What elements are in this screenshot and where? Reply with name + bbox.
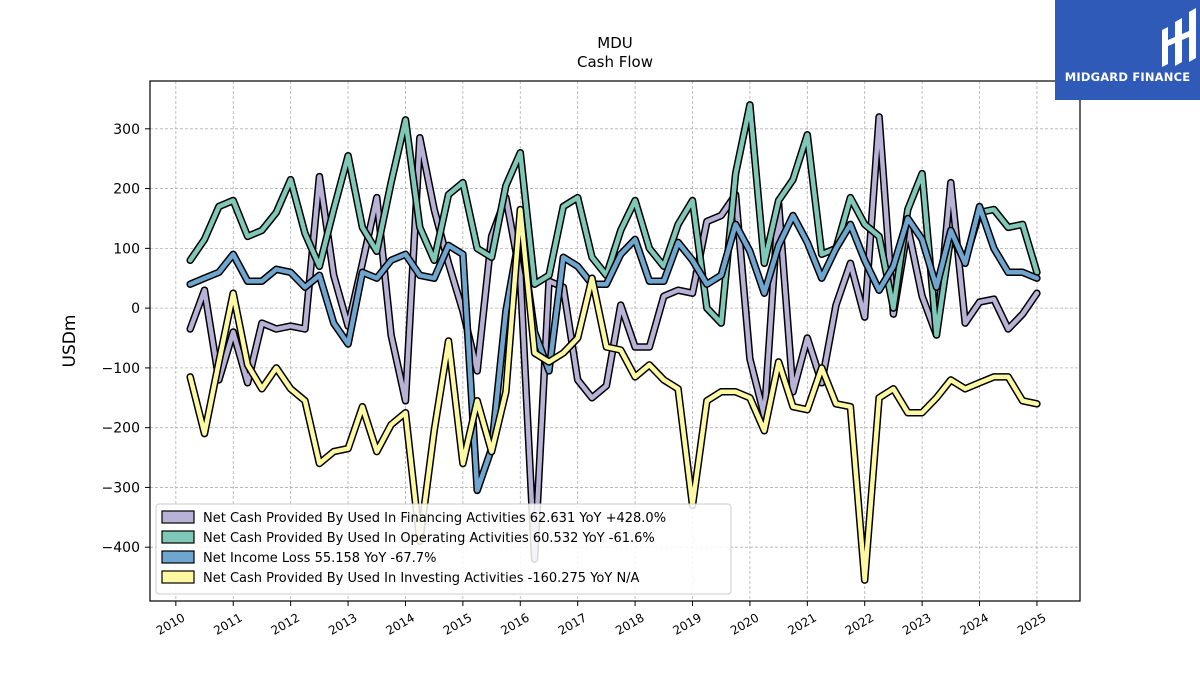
y-tick-label: −400: [102, 540, 140, 556]
series-line-2: [187, 204, 1040, 493]
series-line-3: [187, 207, 1040, 583]
legend: Net Cash Provided By Used In Financing A…: [155, 503, 732, 595]
y-tick-label: −100: [102, 361, 140, 377]
y-tick-label: 100: [113, 241, 140, 257]
series-line-1: [187, 102, 1040, 338]
y-tick-label: 200: [113, 182, 140, 198]
legend-entry-2: Net Income Loss 55.158 YoY -67.7%: [203, 551, 436, 566]
chart-subtitle: Cash Flow: [577, 53, 653, 71]
legend-box: [155, 503, 732, 595]
y-tick-label: −300: [102, 480, 140, 496]
chart-title: MDU: [597, 34, 632, 52]
brand-mark-icon: [1162, 8, 1196, 67]
y-tick-label: 0: [131, 301, 140, 317]
legend-swatch-3: [161, 570, 195, 584]
y-axis-label: USDm: [60, 315, 80, 368]
legend-swatch-2: [161, 550, 195, 564]
legend-entry-0: Net Cash Provided By Used In Financing A…: [203, 511, 666, 526]
brand-name: MIDGARD FINANCE: [1064, 70, 1191, 84]
series-layer: [186, 101, 1041, 584]
y-tick-label: −200: [102, 421, 140, 437]
legend-entry-3: Net Cash Provided By Used In Investing A…: [203, 571, 640, 586]
legend-entry-1: Net Cash Provided By Used In Operating A…: [203, 531, 655, 546]
plot-frame: [149, 80, 1081, 602]
y-tick-label: 300: [113, 122, 140, 138]
legend-swatch-0: [161, 510, 195, 524]
legend-swatch-1: [161, 530, 195, 544]
brand-logo: MIDGARD FINANCE: [1055, 0, 1200, 100]
